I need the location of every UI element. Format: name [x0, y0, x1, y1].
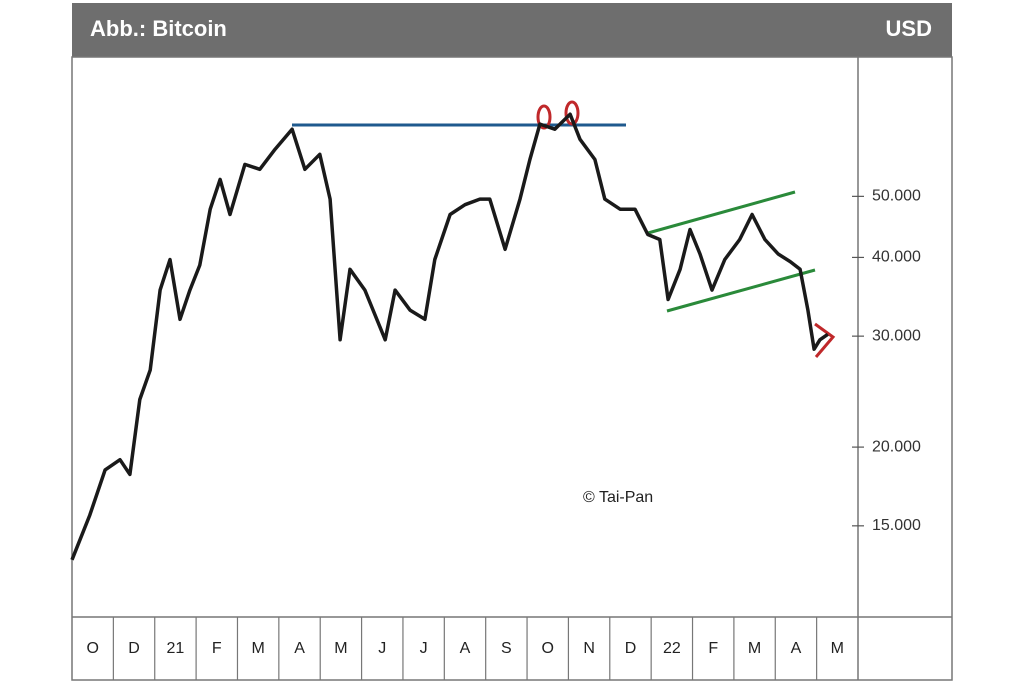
top-marker — [536, 104, 552, 130]
triangle-marker — [814, 322, 836, 358]
x-tick-label: M — [748, 640, 761, 657]
x-tick-label: D — [128, 640, 140, 657]
x-tick-label: A — [791, 640, 802, 657]
chart-title: Abb.: Bitcoin — [90, 16, 227, 41]
x-tick-label: 22 — [663, 640, 681, 657]
x-tick-label: F — [708, 640, 718, 657]
header-bar — [72, 3, 952, 57]
x-tick-label: F — [212, 640, 222, 657]
x-tick-label: J — [420, 640, 428, 657]
x-tick-label: M — [334, 640, 347, 657]
y-tick-label: 40.000 — [872, 249, 921, 266]
x-tick-label: O — [86, 640, 98, 657]
x-tick-label: M — [251, 640, 264, 657]
x-tick-label: M — [831, 640, 844, 657]
channel-line — [647, 190, 796, 235]
top-marker — [564, 100, 580, 126]
x-tick-label: J — [378, 640, 386, 657]
unit-label: USD — [886, 16, 932, 41]
y-tick-label: 20.000 — [872, 438, 921, 455]
x-tick-label: D — [625, 640, 637, 657]
x-tick-label: A — [294, 640, 305, 657]
y-tick-label: 15.000 — [872, 517, 921, 534]
x-tick-label: 21 — [167, 640, 185, 657]
x-tick-label: O — [542, 640, 554, 657]
x-tick-label: N — [583, 640, 595, 657]
price-line — [70, 112, 829, 561]
copyright: © Tai-Pan — [583, 489, 653, 506]
x-tick-label: A — [460, 640, 471, 657]
frame — [71, 56, 953, 681]
y-tick-label: 30.000 — [872, 327, 921, 344]
y-tick-label: 50.000 — [872, 188, 921, 205]
x-tick-label: S — [501, 640, 512, 657]
channel-line — [666, 268, 816, 313]
